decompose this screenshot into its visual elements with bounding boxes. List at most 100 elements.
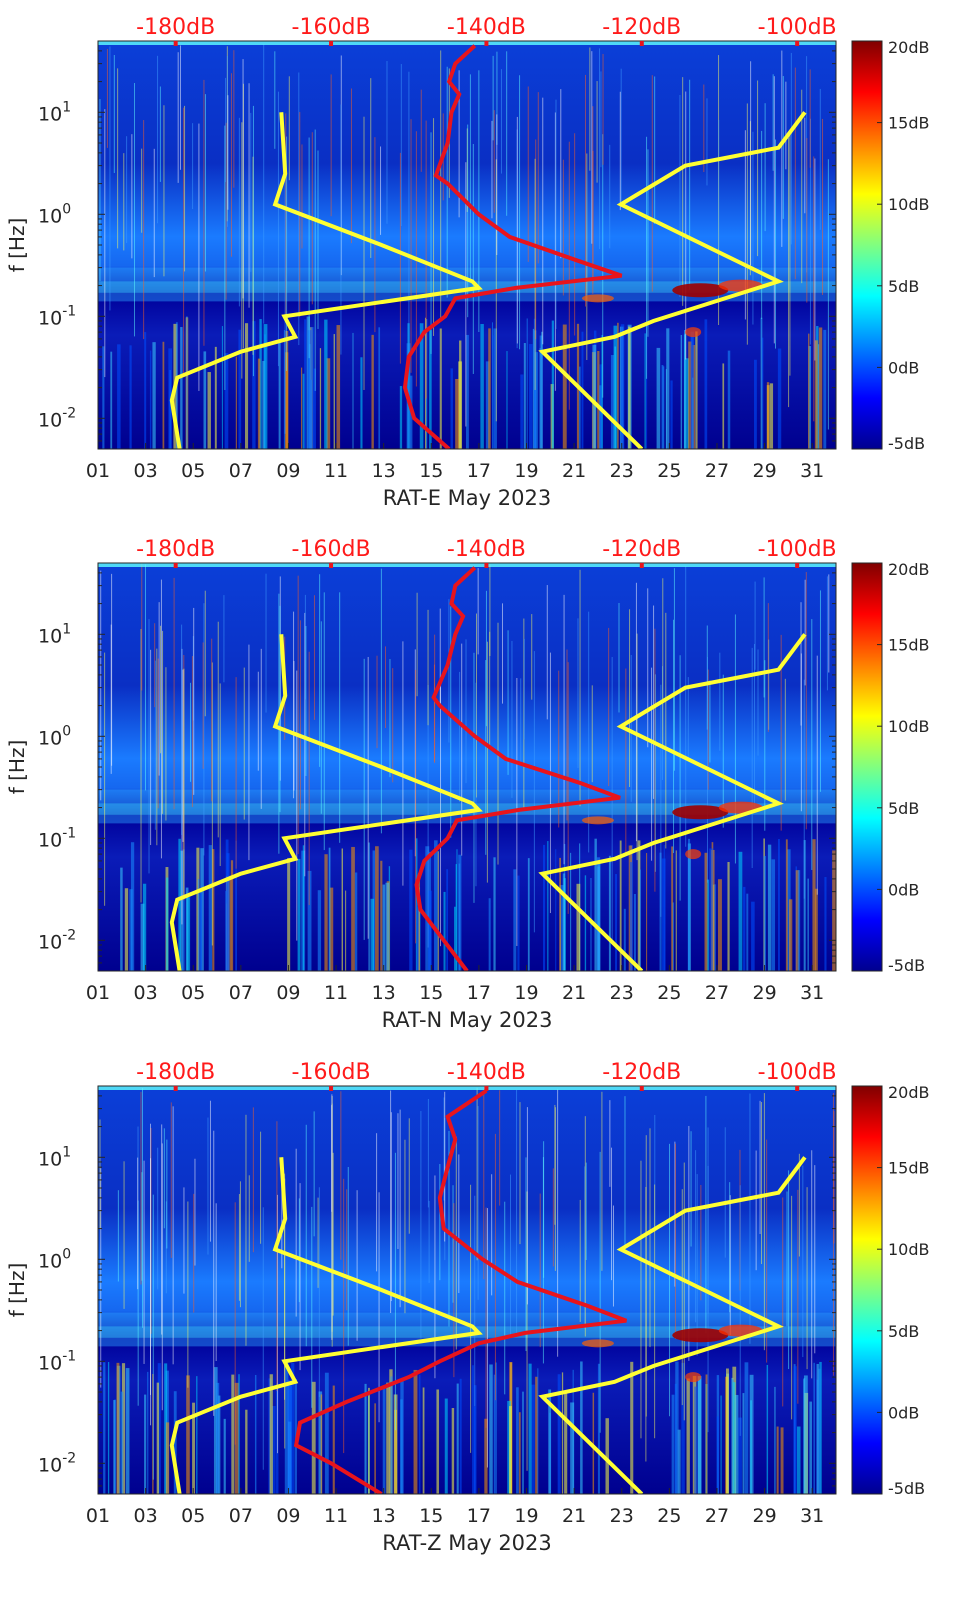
noise-model-high-curve [538, 633, 807, 971]
top-scale-label: -160dB [292, 537, 371, 562]
colorbar-label: 15dB [888, 114, 930, 133]
top-scale-label: -140dB [447, 15, 526, 40]
colorbar-label: 5dB [888, 277, 919, 296]
spectrogram-background [98, 563, 836, 971]
y-tick-label: 10-2 [38, 1450, 76, 1476]
x-tick-label: 19 [514, 460, 538, 482]
noise-model-high-curve [538, 111, 807, 449]
colorbar-gradient [851, 1085, 883, 1495]
top-scale-label: -180dB [136, 15, 215, 40]
noise-model-low-curve [169, 112, 483, 449]
x-tick-label: 21 [562, 460, 586, 482]
colorbar-label: 20dB [888, 560, 930, 579]
x-tick-label: 17 [467, 460, 491, 482]
y-tick-label: 100 [38, 723, 71, 749]
x-tick-label: 01 [86, 460, 110, 482]
x-tick-label: 21 [562, 1505, 586, 1527]
top-scale-label: -140dB [447, 537, 526, 562]
x-axis-label: RAT-Z May 2023 [382, 1531, 552, 1555]
noise-model-high-curve [538, 1156, 807, 1494]
x-tick-label: 23 [610, 460, 634, 482]
colorbar: 20dB 15dB 10dB 5dB 0dB -5dB [851, 1083, 930, 1498]
x-tick-label: 25 [657, 460, 681, 482]
colorbar-label: -5dB [888, 956, 925, 975]
colorbar-gradient [851, 40, 883, 450]
y-tick-label: 10-1 [38, 825, 76, 851]
x-tick-label: 25 [657, 1505, 681, 1527]
colorbar-label: 20dB [888, 1083, 930, 1102]
colorbar-gradient [851, 562, 883, 972]
x-axis-label: RAT-E May 2023 [383, 486, 551, 510]
psd-curve [293, 1089, 628, 1494]
x-tick-label: 31 [800, 460, 824, 482]
x-tick-label: 13 [372, 982, 396, 1004]
x-tick-label: 21 [562, 982, 586, 1004]
x-tick-label: 31 [800, 982, 824, 1004]
spectrogram-texture [98, 1086, 836, 1494]
x-tick-label: 31 [800, 1505, 824, 1527]
colorbar: 20dB 15dB 10dB 5dB 0dB -5dB [851, 38, 930, 453]
x-tick-label: 17 [467, 1505, 491, 1527]
y-tick-label: 100 [38, 1246, 71, 1272]
x-tick-label: 23 [610, 1505, 634, 1527]
x-tick-label: 01 [86, 982, 110, 1004]
y-axis-label: f [Hz] [5, 740, 29, 795]
top-scale-label: -100dB [758, 15, 837, 40]
x-axis-label: RAT-N May 2023 [382, 1008, 553, 1032]
y-tick-label: 100 [38, 201, 71, 227]
colorbar: 20dB 15dB 10dB 5dB 0dB -5dB [851, 560, 930, 975]
x-tick-label: 15 [419, 982, 443, 1004]
x-tick-label: 09 [276, 982, 300, 1004]
psd-curve [402, 44, 623, 449]
x-tick-label: 11 [324, 1505, 348, 1527]
x-tick-label: 07 [229, 982, 253, 1004]
y-tick-label: 10-1 [38, 1348, 76, 1374]
psd-curve [414, 566, 621, 971]
x-tick-label: 05 [181, 460, 205, 482]
colorbar-label: 5dB [888, 1322, 919, 1341]
top-scale-label: -180dB [136, 1060, 215, 1085]
x-tick-label: 07 [229, 460, 253, 482]
spectrogram-background [98, 1086, 836, 1494]
top-scale-label: -100dB [758, 1060, 837, 1085]
x-tick-label: 23 [610, 982, 634, 1004]
x-tick-label: 03 [134, 982, 158, 1004]
y-tick-label: 10-2 [38, 927, 76, 953]
x-tick-label: 27 [705, 460, 729, 482]
x-tick-label: 07 [229, 1505, 253, 1527]
colorbar-label: 0dB [888, 358, 919, 377]
x-tick-label: 27 [705, 982, 729, 1004]
x-tick-label: 05 [181, 1505, 205, 1527]
top-scale-label: -160dB [292, 15, 371, 40]
x-tick-label: 11 [324, 982, 348, 1004]
top-scale-label: -160dB [292, 1060, 371, 1085]
x-tick-label: 13 [372, 1505, 396, 1527]
colorbar-label: 5dB [888, 799, 919, 818]
x-tick-label: 01 [86, 1505, 110, 1527]
colorbar-label: 15dB [888, 1159, 930, 1178]
x-tick-label: 29 [752, 460, 776, 482]
colorbar-label: 10dB [888, 195, 930, 214]
x-tick-label: 13 [372, 460, 396, 482]
spectrogram-panel-2: 01 03 05 07 09 11 13 15 17 19 21 23 25 27 29 31 RAT-N Ma… [5, 537, 930, 1032]
x-tick-label: 17 [467, 982, 491, 1004]
top-scale-label: -120dB [602, 15, 681, 40]
x-tick-label: 19 [514, 982, 538, 1004]
top-scale-label: -180dB [136, 537, 215, 562]
x-tick-label: 27 [705, 1505, 729, 1527]
y-tick-label: 101 [38, 621, 71, 647]
colorbar-label: -5dB [888, 434, 925, 453]
noise-model-low-curve [169, 634, 483, 971]
y-axis-label: f [Hz] [5, 218, 29, 273]
spectrogram-panel-3: 01 03 05 07 09 11 13 15 17 19 21 23 25 27 29 31 RAT-Z Ma… [5, 1060, 930, 1555]
colorbar-label: 0dB [888, 1403, 919, 1422]
x-tick-label: 05 [181, 982, 205, 1004]
colorbar-label: -5dB [888, 1479, 925, 1498]
colorbar-label: 0dB [888, 880, 919, 899]
x-tick-label: 29 [752, 982, 776, 1004]
colorbar-label: 10dB [888, 717, 930, 736]
x-tick-label: 09 [276, 460, 300, 482]
top-scale-label: -140dB [447, 1060, 526, 1085]
x-tick-label: 03 [134, 460, 158, 482]
